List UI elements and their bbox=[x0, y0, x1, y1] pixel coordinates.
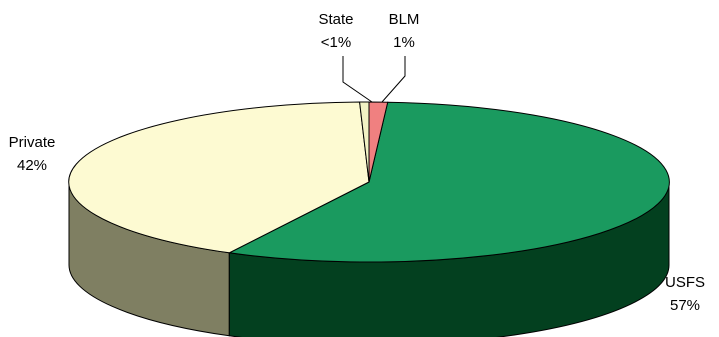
label-state-value: <1% bbox=[321, 34, 351, 51]
leader-line-state bbox=[342, 56, 373, 103]
label-blm: BLM bbox=[389, 11, 420, 28]
label-usfs: USFS bbox=[665, 274, 705, 291]
label-private-value: 42% bbox=[17, 157, 47, 174]
label-private: Private bbox=[9, 134, 56, 151]
leader-line-blm bbox=[381, 56, 406, 103]
label-state: State bbox=[318, 11, 353, 28]
label-blm-value: 1% bbox=[393, 34, 415, 51]
label-usfs-value: 57% bbox=[670, 297, 700, 314]
pie-slice-usfs bbox=[227, 101, 670, 263]
pie-slice-blm bbox=[368, 101, 389, 183]
pie-slice-private bbox=[68, 101, 370, 254]
